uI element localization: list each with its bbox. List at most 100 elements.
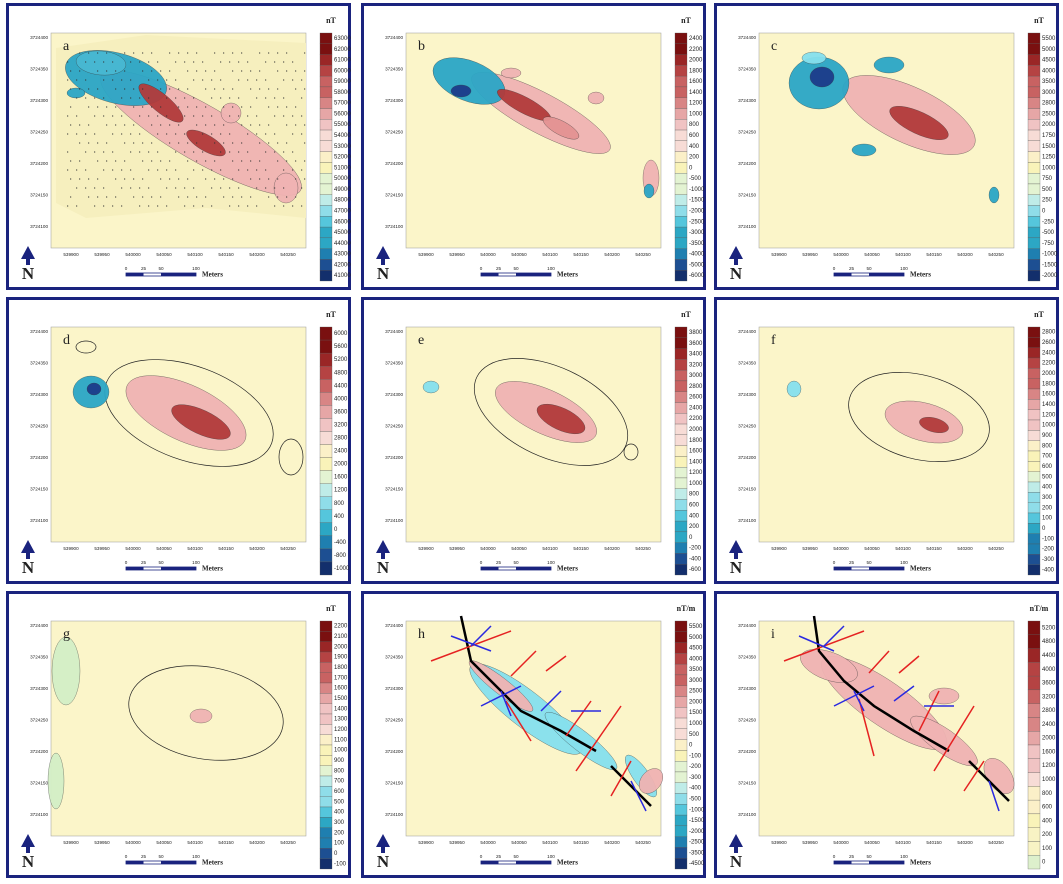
- scale-label: 25: [141, 266, 147, 271]
- colorbar-cell: [675, 826, 687, 837]
- panel-label: c: [771, 39, 777, 54]
- x-tick-label: 539950: [449, 252, 465, 257]
- colorbar-cell: [1028, 399, 1040, 409]
- colorbar-cell: [320, 642, 332, 652]
- colorbar-label: 400: [689, 513, 700, 519]
- survey-point: [196, 106, 197, 107]
- x-tick-label: 540250: [988, 546, 1004, 551]
- colorbar-cell: [320, 536, 332, 549]
- colorbar-label: 1400: [334, 706, 348, 712]
- scale-bar: [516, 861, 551, 864]
- survey-point: [130, 61, 131, 62]
- survey-point: [112, 169, 113, 170]
- colorbar-cell: [320, 259, 332, 270]
- survey-point: [184, 61, 185, 62]
- colorbar-cell: [675, 653, 687, 664]
- survey-point: [70, 70, 71, 71]
- anomaly: [852, 144, 876, 156]
- colorbar-label: 2800: [689, 384, 703, 390]
- survey-point: [232, 106, 233, 107]
- colorbar-label: -300: [689, 775, 702, 781]
- colorbar-label: 1600: [689, 449, 703, 455]
- survey-point: [301, 97, 302, 98]
- survey-point: [160, 160, 161, 161]
- y-tick-label: 3724100: [738, 224, 756, 229]
- scale-bar: [481, 273, 499, 276]
- anomaly: [423, 381, 439, 393]
- colorbar-cell: [675, 76, 687, 87]
- colorbar-label: 1600: [1042, 392, 1056, 398]
- y-tick-label: 3724300: [385, 98, 403, 103]
- colorbar-cell: [675, 108, 687, 119]
- survey-point: [220, 133, 221, 134]
- colorbar-label: 5200: [334, 357, 348, 363]
- survey-point: [214, 52, 215, 53]
- colorbar-cell: [675, 392, 687, 403]
- survey-point: [286, 160, 287, 161]
- survey-point: [103, 151, 104, 152]
- scale-bar: [516, 567, 551, 570]
- y-tick-label: 3724200: [30, 455, 48, 460]
- survey-point: [112, 151, 113, 152]
- survey-point: [187, 142, 188, 143]
- scale-label: 25: [849, 854, 855, 859]
- survey-point: [139, 97, 140, 98]
- survey-point: [166, 79, 167, 80]
- colorbar-cell: [675, 33, 687, 44]
- colorbar-label: 300: [334, 820, 345, 826]
- survey-point: [148, 151, 149, 152]
- anomaly: [644, 184, 654, 198]
- x-tick-label: 540150: [218, 546, 234, 551]
- scale-unit: Meters: [557, 565, 578, 573]
- colorbar-cell: [320, 662, 332, 672]
- survey-point: [211, 187, 212, 188]
- survey-point: [250, 160, 251, 161]
- y-tick-label: 3724200: [738, 161, 756, 166]
- x-tick-label: 540150: [573, 546, 589, 551]
- survey-point: [196, 142, 197, 143]
- colorbar-cell: [1028, 745, 1040, 759]
- survey-point: [151, 70, 152, 71]
- scale-label: 100: [900, 266, 908, 271]
- x-tick-label: 539900: [63, 252, 79, 257]
- y-tick-label: 3724400: [385, 329, 403, 334]
- survey-point: [295, 178, 296, 179]
- colorbar-label: -2000: [1042, 273, 1058, 279]
- colorbar-label: 4000: [1042, 68, 1056, 74]
- survey-point: [160, 70, 161, 71]
- colorbar-label: 1200: [1042, 412, 1056, 418]
- colorbar-cell: [675, 195, 687, 206]
- colorbar-cell: [675, 804, 687, 815]
- colorbar-label: 52000: [334, 155, 351, 161]
- survey-point: [247, 151, 248, 152]
- survey-point: [175, 169, 176, 170]
- survey-point: [295, 124, 296, 125]
- colorbar-cell: [1028, 786, 1040, 800]
- colorbar-cell: [320, 828, 332, 838]
- colorbar-cell: [320, 766, 332, 776]
- scale-label: 25: [496, 266, 502, 271]
- colorbar-label: 2200: [334, 624, 348, 630]
- survey-point: [103, 79, 104, 80]
- survey-point: [283, 115, 284, 116]
- colorbar-cell: [320, 714, 332, 724]
- colorbar-label: 2000: [1042, 371, 1056, 377]
- colorbar-label: 800: [1042, 791, 1053, 797]
- colorbar-cell: [1028, 544, 1040, 554]
- survey-point: [304, 142, 305, 143]
- panel-label: a: [63, 39, 70, 54]
- colorbar-cell: [1028, 389, 1040, 399]
- survey-point: [241, 70, 242, 71]
- x-tick-label: 540200: [249, 840, 265, 845]
- survey-point: [148, 79, 149, 80]
- survey-point: [193, 187, 194, 188]
- survey-point: [85, 61, 86, 62]
- colorbar-label: 2800: [334, 436, 348, 442]
- colorbar-label: 700: [1042, 454, 1053, 460]
- colorbar-label: 2400: [689, 405, 703, 411]
- y-tick-label: 3724400: [30, 329, 48, 334]
- x-tick-label: 540150: [926, 252, 942, 257]
- survey-point: [268, 88, 269, 89]
- panel-label: d: [63, 333, 70, 348]
- y-tick-label: 3724300: [30, 392, 48, 397]
